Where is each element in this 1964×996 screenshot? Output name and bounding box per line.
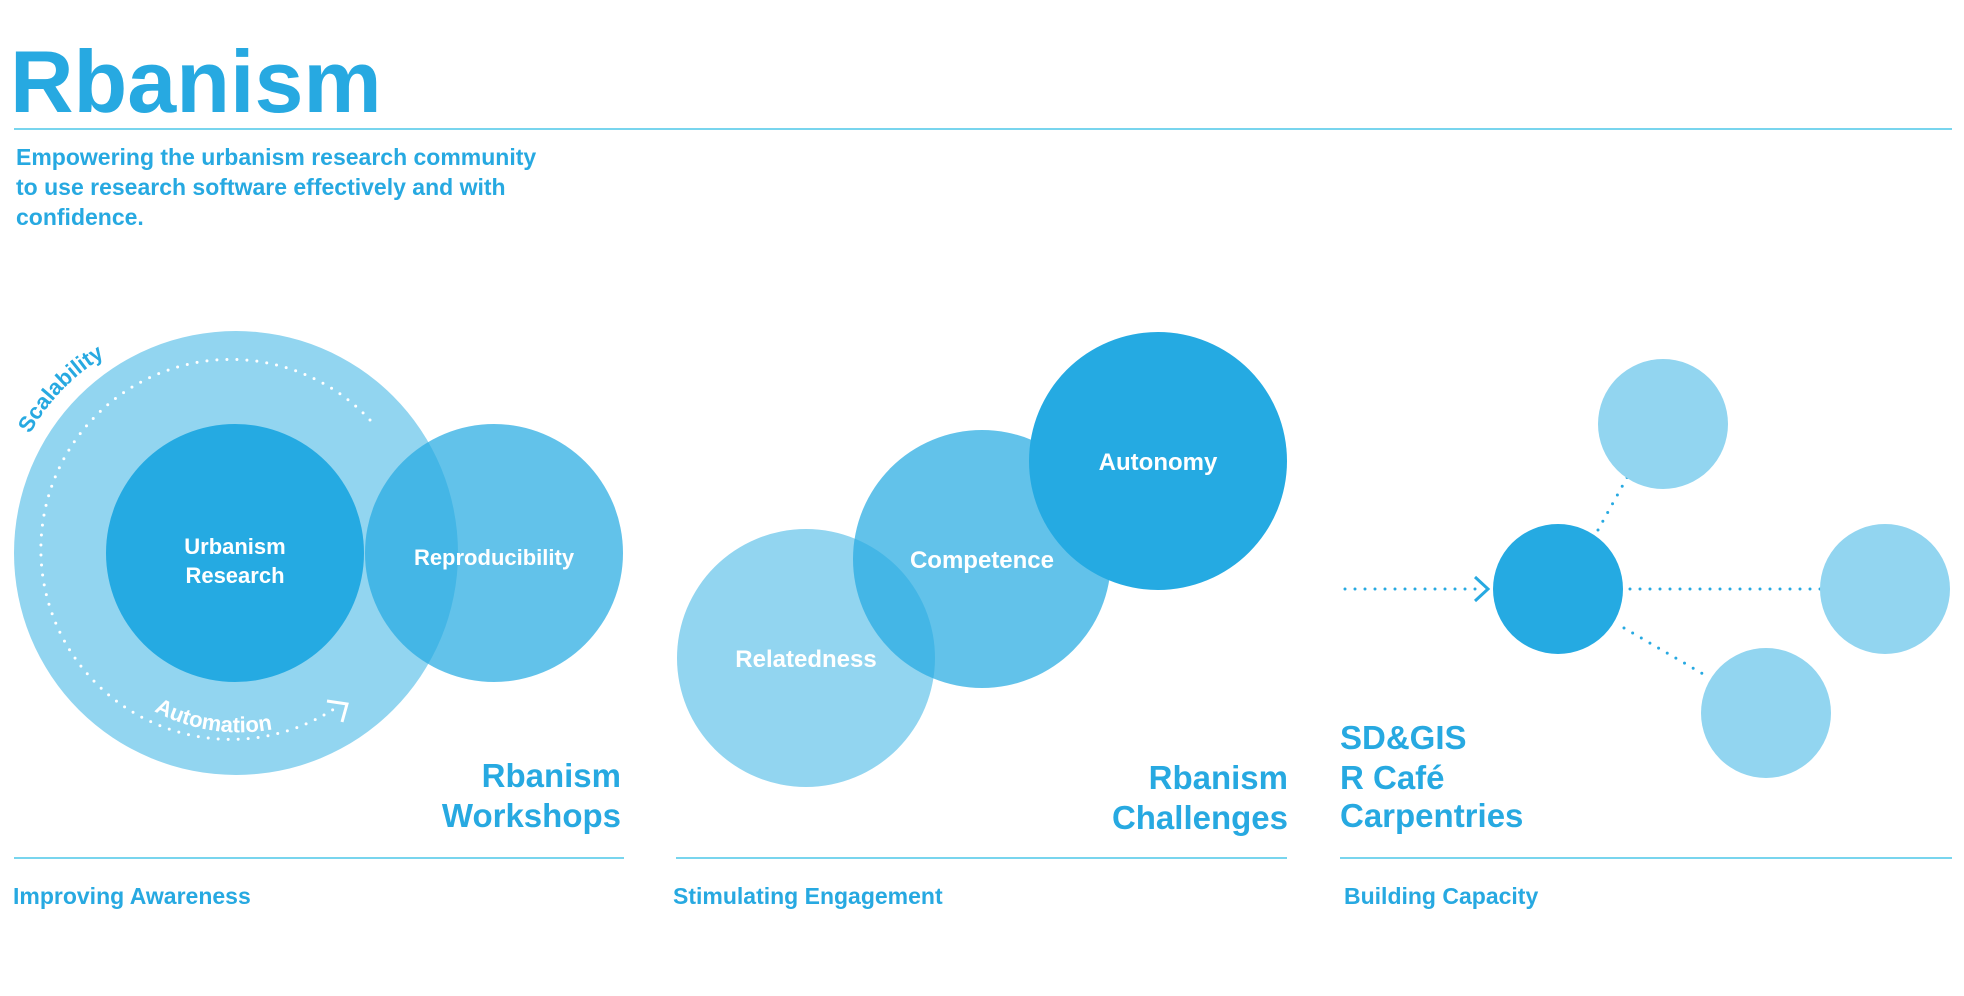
autonomy-circle — [1029, 332, 1287, 590]
satellite-right-circle — [1820, 524, 1950, 654]
branch-down-dotted-line — [1622, 626, 1712, 680]
page-title: Rbanism — [10, 32, 382, 131]
input-arrow-icon — [1473, 575, 1491, 603]
capacity-item-2: R Café — [1340, 759, 1445, 796]
capacity-item-3: Carpentries — [1340, 797, 1523, 834]
arc-arrow-icon — [326, 699, 349, 723]
relatedness-label: Relatedness — [735, 646, 876, 673]
competence-label: Competence — [910, 547, 1054, 574]
autonomy-label: Autonomy — [1099, 449, 1218, 476]
engagement-panel: Relatedness Competence Autonomy Rbanism … — [673, 332, 1288, 909]
tagline-line-3: confidence. — [16, 204, 144, 230]
reproducibility-label: Reproducibility — [414, 545, 575, 570]
awareness-panel: Scalability Automation Urbanism Research… — [13, 331, 624, 909]
satellite-bottom-circle — [1701, 648, 1831, 778]
satellite-top-circle — [1598, 359, 1728, 489]
workshops-heading-2: Workshops — [442, 797, 621, 834]
workshops-heading-1: Rbanism — [482, 757, 621, 794]
tagline-line-1: Empowering the urbanism research communi… — [16, 144, 536, 170]
urbanism-research-label-1: Urbanism — [184, 534, 285, 559]
hub-circle — [1493, 524, 1623, 654]
automation-dotted-arc — [39, 357, 372, 741]
urbanism-research-label-2: Research — [185, 563, 284, 588]
capacity-panel: SD&GIS R Café Carpentries Building Capac… — [1340, 359, 1952, 909]
challenges-heading-2: Challenges — [1112, 799, 1288, 836]
tagline-line-2: to use research software effectively and… — [16, 174, 506, 200]
reproducibility-circle — [365, 424, 623, 682]
capacity-footer: Building Capacity — [1344, 883, 1538, 909]
capacity-item-1: SD&GIS — [1340, 719, 1467, 756]
challenges-heading-1: Rbanism — [1149, 759, 1288, 796]
awareness-footer: Improving Awareness — [13, 883, 251, 909]
urbanism-research-circle — [106, 424, 364, 682]
branch-up-dotted-line — [1596, 472, 1631, 532]
engagement-footer: Stimulating Engagement — [673, 883, 943, 909]
